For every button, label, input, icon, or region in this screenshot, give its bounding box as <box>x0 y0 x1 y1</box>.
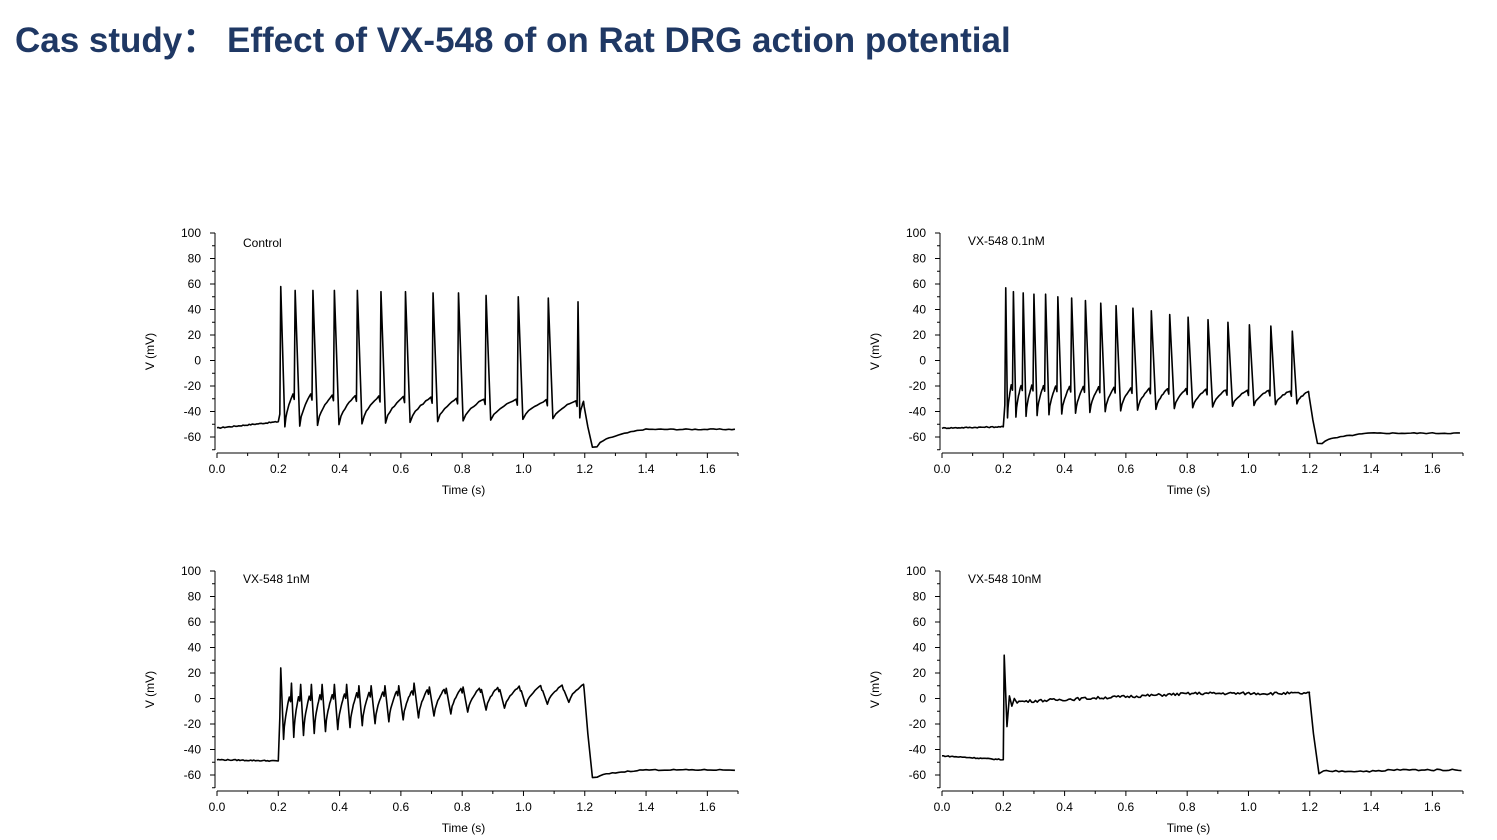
y-tick-label: 20 <box>188 666 202 680</box>
y-tick-label: 60 <box>913 277 927 291</box>
x-tick-label: 1.2 <box>1301 462 1318 476</box>
panel-label: VX-548 0.1nM <box>968 234 1045 248</box>
y-tick-label: 80 <box>188 252 202 266</box>
x-tick-label: 0.4 <box>1056 462 1073 476</box>
voltage-trace-line <box>216 667 735 779</box>
panel-label: Control <box>243 236 282 250</box>
x-tick-label: 1.6 <box>699 800 716 814</box>
x-tick-label: 1.2 <box>576 462 593 476</box>
panel-label: VX-548 1nM <box>243 572 310 586</box>
x-tick-label: 0.8 <box>1179 462 1196 476</box>
x-tick-label: 0.2 <box>995 800 1012 814</box>
x-tick-label: 1.6 <box>699 462 716 476</box>
y-axis-label: V (mV) <box>868 333 882 370</box>
x-tick-label: 1.0 <box>515 462 532 476</box>
x-tick-label: 0.4 <box>331 462 348 476</box>
y-tick-label: 80 <box>913 590 927 604</box>
chart-panel-control: -60 -40 -20 0 20 40 60 80 100 0.0 0.2 0.4 0.6 0.8 1.0 1… <box>140 222 740 502</box>
voltage-trace-line <box>216 285 736 448</box>
x-tick-label: 0.0 <box>209 800 226 814</box>
x-tick-label: 1.6 <box>1424 462 1441 476</box>
y-axis-label: V (mV) <box>868 671 882 708</box>
y-tick-label: -40 <box>909 743 927 757</box>
x-tick-label: 0.8 <box>454 462 471 476</box>
x-tick-label: 0.0 <box>934 800 951 814</box>
y-tick-label: -60 <box>184 768 202 782</box>
voltage-trace-line <box>941 287 1460 445</box>
x-tick-label: 0.2 <box>270 800 287 814</box>
y-tick-label: 40 <box>188 303 202 317</box>
x-tick-label: 1.2 <box>1301 800 1318 814</box>
x-tick-label: 1.0 <box>515 800 532 814</box>
x-tick-label: 0.6 <box>1118 800 1135 814</box>
y-axis-label: V (mV) <box>143 671 157 708</box>
x-axis-label: Time (s) <box>442 483 486 497</box>
y-tick-label: -20 <box>184 717 202 731</box>
x-tick-label: 1.4 <box>638 462 655 476</box>
x-tick-label: 0.0 <box>209 462 226 476</box>
x-tick-label: 0.6 <box>393 462 410 476</box>
y-tick-label: 20 <box>913 666 927 680</box>
y-tick-label: -40 <box>909 405 927 419</box>
x-tick-label: 0.2 <box>995 462 1012 476</box>
y-tick-label: 20 <box>188 328 202 342</box>
x-tick-label: 1.4 <box>1363 800 1380 814</box>
y-axis-label: V (mV) <box>143 333 157 370</box>
y-tick-label: -20 <box>184 379 202 393</box>
y-tick-label: 100 <box>906 564 926 578</box>
y-tick-label: -40 <box>184 743 202 757</box>
x-tick-label: 0.4 <box>1056 800 1073 814</box>
y-tick-label: 40 <box>188 641 202 655</box>
chart-panel-vx548-10nm: -60 -40 -20 0 20 40 60 80 100 0.0 0.2 0.4 0.6 0.8 1.0 1… <box>865 560 1465 840</box>
y-tick-label: 100 <box>181 564 201 578</box>
x-tick-label: 0.6 <box>393 800 410 814</box>
chart-panel-vx548-0-1nm: -60 -40 -20 0 20 40 60 80 100 0.0 0.2 0.4 0.6 0.8 1.0 1… <box>865 222 1465 502</box>
x-tick-label: 0.8 <box>1179 800 1196 814</box>
x-tick-label: 0.4 <box>331 800 348 814</box>
y-tick-label: 60 <box>188 277 202 291</box>
y-tick-label: 100 <box>906 226 926 240</box>
chart-svg: -60 -40 -20 0 20 40 60 80 100 0.0 0.2 0.4 0.6 0.8 1.0 1… <box>868 564 1464 835</box>
chart-panel-vx548-1nm: -60 -40 -20 0 20 40 60 80 100 0.0 0.2 0.4 0.6 0.8 1.0 1… <box>140 560 740 840</box>
y-tick-label: 0 <box>919 354 926 368</box>
x-tick-label: 0.2 <box>270 462 287 476</box>
y-tick-label: 60 <box>913 615 927 629</box>
chart-svg: -60 -40 -20 0 20 40 60 80 100 0.0 0.2 0.4 0.6 0.8 1.0 1… <box>868 226 1464 497</box>
x-axis-label: Time (s) <box>442 821 486 835</box>
y-tick-label: 100 <box>181 226 201 240</box>
x-tick-label: 0.8 <box>454 800 471 814</box>
x-tick-label: 0.6 <box>1118 462 1135 476</box>
x-tick-label: 1.6 <box>1424 800 1441 814</box>
y-tick-label: -60 <box>909 768 927 782</box>
y-tick-label: 40 <box>913 641 927 655</box>
y-tick-label: 80 <box>188 590 202 604</box>
x-tick-label: 1.4 <box>638 800 655 814</box>
y-tick-label: 60 <box>188 615 202 629</box>
chart-svg: -60 -40 -20 0 20 40 60 80 100 0.0 0.2 0.4 0.6 0.8 1.0 1… <box>143 564 739 835</box>
x-tick-label: 1.2 <box>576 800 593 814</box>
y-tick-label: -20 <box>909 379 927 393</box>
y-tick-label: 0 <box>194 354 201 368</box>
x-tick-label: 0.0 <box>934 462 951 476</box>
y-tick-label: 40 <box>913 303 927 317</box>
y-tick-label: 0 <box>194 692 201 706</box>
x-axis-label: Time (s) <box>1167 483 1211 497</box>
x-tick-label: 1.0 <box>1240 462 1257 476</box>
x-axis-label: Time (s) <box>1167 821 1211 835</box>
y-tick-label: -40 <box>184 405 202 419</box>
chart-svg: -60 -40 -20 0 20 40 60 80 100 0.0 0.2 0.4 0.6 0.8 1.0 1… <box>143 226 739 497</box>
x-tick-label: 1.0 <box>1240 800 1257 814</box>
y-tick-label: 0 <box>919 692 926 706</box>
y-tick-label: -20 <box>909 717 927 731</box>
voltage-trace-line <box>941 654 1462 775</box>
y-tick-label: -60 <box>184 430 202 444</box>
y-tick-label: -60 <box>909 430 927 444</box>
page-title: Cas study： Effect of VX-548 of on Rat DR… <box>15 21 1011 60</box>
y-tick-label: 80 <box>913 252 927 266</box>
x-tick-label: 1.4 <box>1363 462 1380 476</box>
y-tick-label: 20 <box>913 328 927 342</box>
panel-label: VX-548 10nM <box>968 572 1041 586</box>
